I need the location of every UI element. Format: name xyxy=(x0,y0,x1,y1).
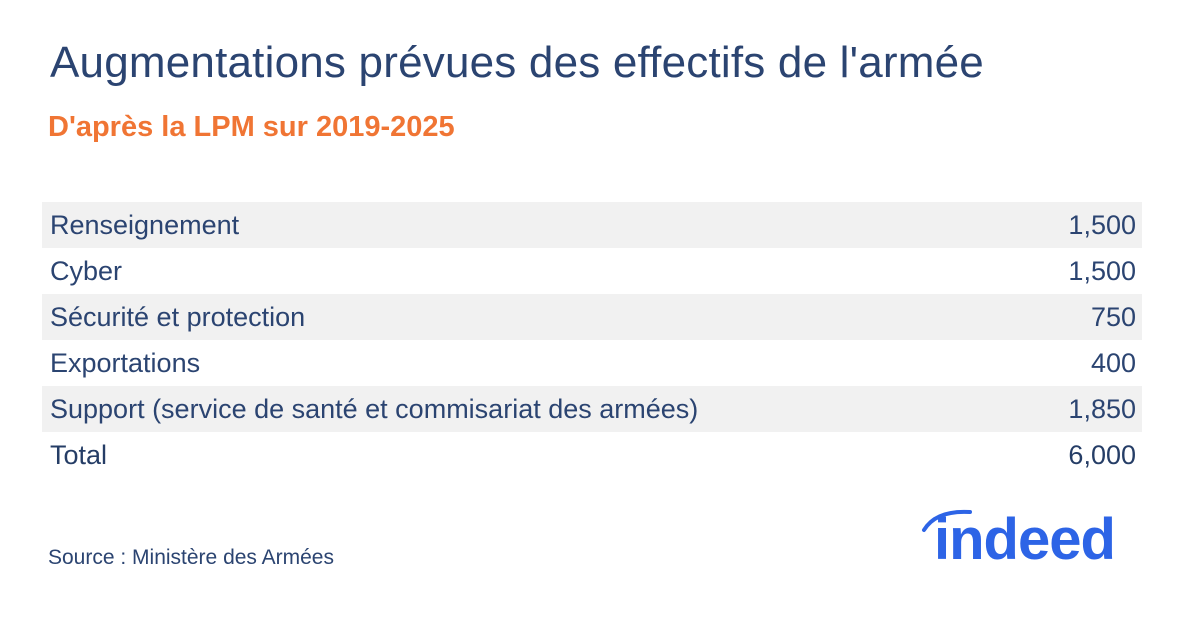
row-value: 1,500 xyxy=(1068,255,1136,286)
logo-wordmark: indeed xyxy=(934,507,1116,572)
row-label: Renseignement xyxy=(50,209,240,240)
table-row: Renseignement 1,500 xyxy=(42,202,1142,248)
row-label: Cyber xyxy=(50,255,123,286)
row-label: Support (service de santé et commisariat… xyxy=(50,393,699,424)
row-value: 750 xyxy=(1090,301,1136,332)
indeed-logo: indeed xyxy=(918,506,1148,576)
chart-subtitle: D'après la LPM sur 2019-2025 xyxy=(48,111,455,143)
table-row: Support (service de santé et commisariat… xyxy=(42,386,1142,432)
row-label: Sécurité et protection xyxy=(50,301,306,332)
data-table: Renseignement 1,500 Cyber 1,500 Sécurité… xyxy=(42,202,1142,478)
row-value: 1,850 xyxy=(1068,393,1136,424)
row-value: 1,500 xyxy=(1068,209,1136,240)
source-note: Source : Ministère des Armées xyxy=(48,546,334,569)
row-value: 400 xyxy=(1090,347,1136,378)
table-row: Sécurité et protection 750 xyxy=(42,294,1142,340)
table-total-row: Total 6,000 xyxy=(42,432,1142,478)
chart-title: Augmentations prévues des effectifs de l… xyxy=(50,38,984,87)
indeed-arc-logo-icon xyxy=(922,509,972,532)
row-label: Exportations xyxy=(50,347,201,378)
table-row: Exportations 400 xyxy=(42,340,1142,386)
total-label: Total xyxy=(50,439,108,470)
total-value: 6,000 xyxy=(1068,439,1136,470)
table-row: Cyber 1,500 xyxy=(42,248,1142,294)
